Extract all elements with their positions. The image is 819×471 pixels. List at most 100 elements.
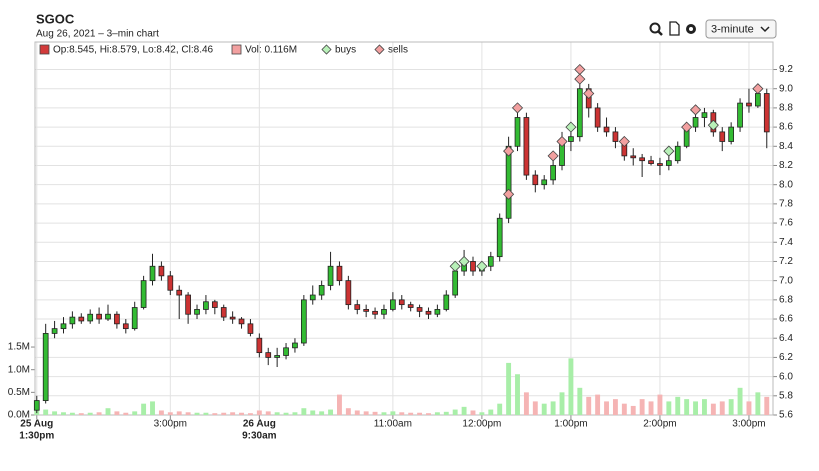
x-tick-label: 2:00pm bbox=[643, 419, 676, 430]
candle-body bbox=[416, 307, 423, 312]
candle-body bbox=[122, 323, 129, 330]
y-tick-label: 6.8 bbox=[779, 294, 793, 305]
y2-tick-label: 1.5M bbox=[8, 342, 30, 353]
y-tick-label: 7.8 bbox=[779, 199, 793, 210]
volume-bar bbox=[541, 403, 547, 415]
candle-body bbox=[434, 309, 441, 315]
candle-body bbox=[87, 313, 94, 322]
chart-title: SGOC bbox=[36, 11, 75, 26]
toolbar: 3-minute bbox=[649, 19, 777, 39]
candle-body bbox=[238, 318, 245, 325]
y-tick-label: 8.4 bbox=[779, 141, 793, 152]
candle-body bbox=[274, 355, 280, 358]
candle-body bbox=[603, 126, 610, 133]
candle-body bbox=[381, 309, 387, 315]
candle-body bbox=[114, 313, 120, 325]
candle-body bbox=[292, 342, 298, 349]
settings-icon[interactable] bbox=[686, 24, 696, 34]
volume-bar bbox=[630, 405, 636, 415]
candle-body bbox=[336, 265, 343, 282]
legend-label: buys bbox=[335, 45, 356, 56]
x-tick-label: 3:00pm bbox=[732, 419, 765, 430]
candle-body bbox=[203, 301, 209, 310]
volume-bar bbox=[274, 412, 280, 415]
legend-label: sells bbox=[388, 45, 408, 56]
volume-bar bbox=[755, 392, 761, 415]
buy-marker bbox=[476, 260, 488, 272]
volume-bar bbox=[176, 411, 182, 415]
volume-bar bbox=[559, 392, 565, 415]
volume-bar bbox=[408, 412, 414, 415]
volume-bar bbox=[381, 412, 387, 415]
y-tick-label: 7.6 bbox=[779, 218, 793, 229]
volume-bar bbox=[345, 408, 351, 415]
legend-swatch bbox=[374, 44, 385, 55]
volume-bar bbox=[337, 394, 342, 415]
volume-bar bbox=[150, 401, 155, 415]
y-tick-label: 6.4 bbox=[779, 333, 793, 344]
volume-bar bbox=[657, 394, 663, 415]
volume-bar bbox=[203, 412, 209, 415]
candle-body bbox=[487, 256, 494, 267]
volume-bar bbox=[265, 411, 271, 415]
volume-bar bbox=[363, 411, 369, 415]
candle-body bbox=[612, 131, 619, 142]
candle-body bbox=[301, 299, 307, 344]
candle-body bbox=[692, 117, 699, 128]
candle-body bbox=[176, 289, 183, 296]
candle-body bbox=[220, 307, 227, 318]
volume-bar bbox=[52, 411, 58, 415]
candle-body bbox=[283, 347, 289, 356]
volume-bar bbox=[417, 412, 423, 415]
candle-body bbox=[452, 270, 459, 296]
y-tick-label: 9.2 bbox=[779, 64, 793, 75]
x-tick-label: 3:00pm bbox=[154, 419, 187, 430]
candle-body bbox=[158, 265, 165, 277]
volume-bar bbox=[497, 403, 503, 415]
candle-body bbox=[149, 265, 156, 282]
volume-bar bbox=[319, 411, 325, 415]
legend-label: Vol: 0.116M bbox=[245, 45, 297, 56]
y-tick-label: 5.6 bbox=[779, 410, 793, 421]
volume-bar bbox=[256, 410, 262, 415]
volume-bar bbox=[212, 413, 218, 415]
y-tick-label: 9.0 bbox=[779, 83, 793, 94]
interval-select-text[interactable]: 3-minute bbox=[711, 23, 754, 35]
sell-marker bbox=[511, 102, 524, 114]
volume-bar bbox=[746, 401, 752, 415]
volume-bar bbox=[399, 412, 405, 415]
dropdown-arrow[interactable] bbox=[760, 26, 770, 33]
candle-body bbox=[363, 309, 370, 312]
volume-bar bbox=[612, 399, 618, 415]
volume-bar bbox=[434, 412, 440, 415]
volume-bar bbox=[586, 396, 592, 415]
volume-bar bbox=[470, 410, 476, 415]
x-tick-sublabel: 9:30am bbox=[242, 431, 277, 442]
x-tick-label: 25 Aug bbox=[20, 419, 53, 430]
candle-body bbox=[185, 294, 191, 315]
sell-marker bbox=[503, 145, 515, 157]
volume-bar bbox=[292, 412, 298, 415]
volume-bar bbox=[310, 410, 316, 415]
zoom-icon[interactable] bbox=[649, 22, 663, 36]
volume-bar bbox=[132, 411, 138, 415]
legend-label: Op:8.545, Hi:8.579, Lo:8.42, Cl:8.46 bbox=[53, 45, 214, 56]
volume-bar bbox=[737, 387, 743, 415]
candle-body bbox=[728, 126, 735, 142]
volume-bar bbox=[69, 412, 75, 415]
interval-select[interactable] bbox=[705, 19, 777, 39]
candle-body bbox=[639, 157, 645, 162]
sell-marker bbox=[681, 121, 693, 133]
x-tick-label: 1:00pm bbox=[554, 419, 587, 430]
volume-bar bbox=[648, 401, 654, 415]
candle-body bbox=[131, 307, 138, 330]
candle-body bbox=[737, 102, 743, 128]
document-icon[interactable] bbox=[669, 21, 680, 36]
volume-bar bbox=[515, 374, 520, 415]
y-tick-label: 6.2 bbox=[779, 352, 793, 363]
candle-body bbox=[407, 304, 414, 308]
volume-bar bbox=[301, 408, 307, 415]
candle-body bbox=[309, 294, 316, 301]
volume-bar bbox=[105, 408, 111, 415]
